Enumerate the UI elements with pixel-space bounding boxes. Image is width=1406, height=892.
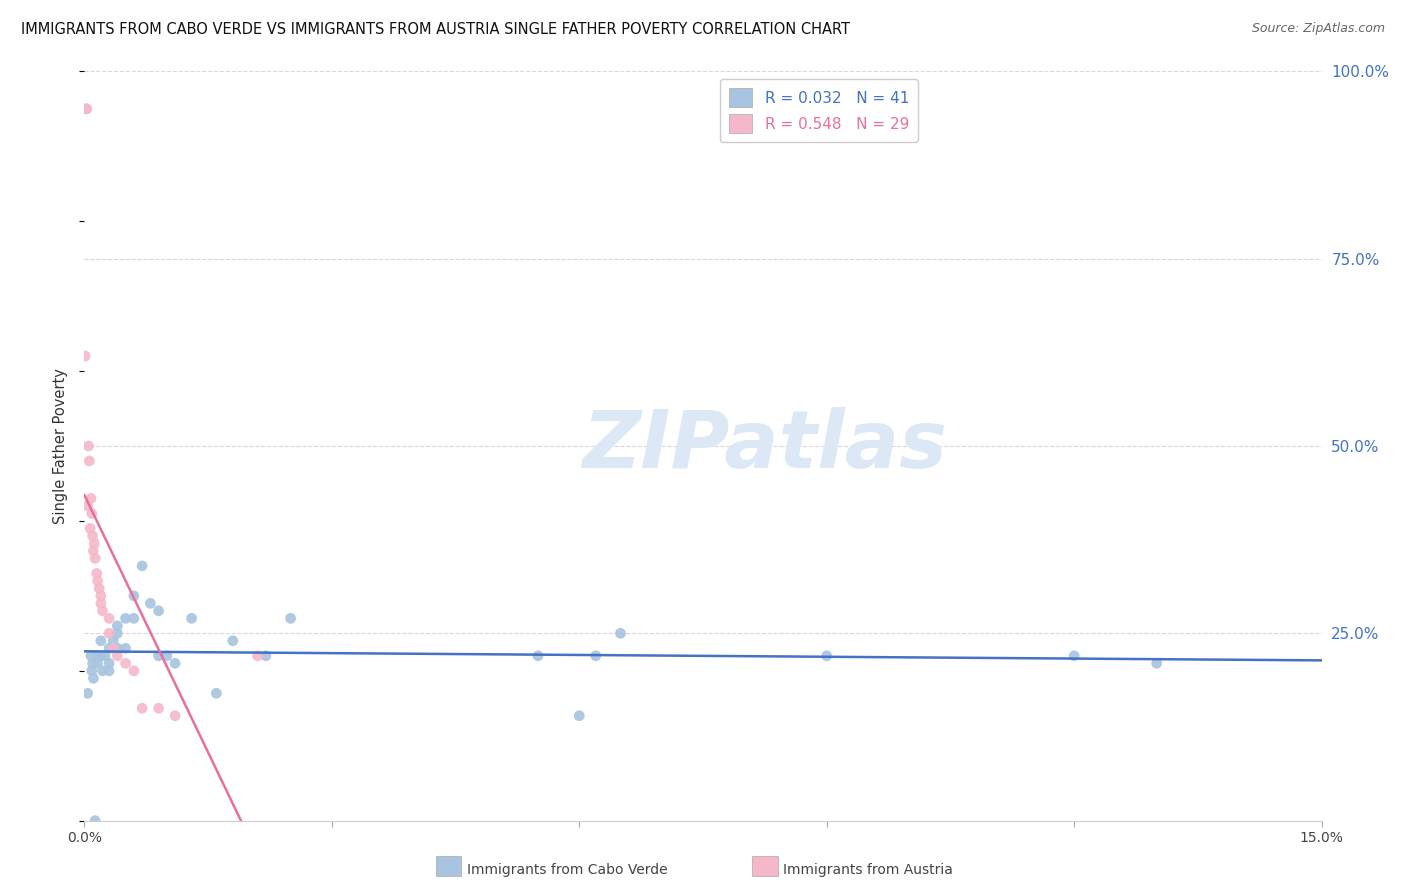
Point: [609, 626, 631, 640]
Point: [79, 454, 101, 468]
Point: [254, 648, 277, 663]
Point: [246, 648, 269, 663]
Point: [98, 641, 121, 656]
Point: [148, 648, 170, 663]
Point: [89, 582, 111, 596]
Point: [205, 686, 228, 700]
Point: [165, 708, 187, 723]
Point: [82, 529, 104, 543]
Point: [103, 641, 125, 656]
Point: [568, 708, 591, 723]
Point: [84, 551, 107, 566]
Point: [80, 507, 103, 521]
Point: [114, 611, 136, 625]
Point: [98, 657, 121, 671]
Point: [80, 648, 103, 663]
Point: [105, 619, 128, 633]
Point: [77, 439, 100, 453]
Point: [90, 596, 112, 610]
Point: [84, 814, 107, 828]
Point: [91, 664, 114, 678]
Point: [527, 648, 550, 663]
Point: [1063, 648, 1085, 663]
Point: [139, 596, 162, 610]
Point: [103, 633, 125, 648]
Y-axis label: Single Father Poverty: Single Father Poverty: [53, 368, 69, 524]
Point: [105, 626, 128, 640]
Point: [94, 648, 117, 663]
Point: [122, 611, 145, 625]
Point: [82, 657, 104, 671]
Point: [148, 604, 170, 618]
Point: [80, 664, 103, 678]
Point: [86, 566, 108, 581]
Point: [156, 648, 179, 663]
Text: Immigrants from Cabo Verde: Immigrants from Cabo Verde: [467, 863, 668, 877]
Point: [1146, 657, 1168, 671]
Point: [131, 558, 153, 573]
Text: Source: ZipAtlas.com: Source: ZipAtlas.com: [1251, 22, 1385, 36]
Point: [131, 701, 153, 715]
Legend: R = 0.032   N = 41, R = 0.548   N = 29: R = 0.032 N = 41, R = 0.548 N = 29: [720, 79, 918, 142]
Point: [105, 648, 128, 663]
Point: [80, 491, 103, 506]
Point: [76, 686, 98, 700]
Point: [114, 657, 136, 671]
Point: [815, 648, 838, 663]
Point: [91, 604, 114, 618]
Point: [122, 589, 145, 603]
Point: [76, 499, 98, 513]
Text: IMMIGRANTS FROM CABO VERDE VS IMMIGRANTS FROM AUSTRIA SINGLE FATHER POVERTY CORR: IMMIGRANTS FROM CABO VERDE VS IMMIGRANTS…: [21, 22, 851, 37]
Point: [280, 611, 302, 625]
Text: ZIPatlas: ZIPatlas: [582, 407, 948, 485]
Text: Immigrants from Austria: Immigrants from Austria: [783, 863, 953, 877]
Point: [75, 102, 97, 116]
Point: [585, 648, 607, 663]
Point: [148, 701, 170, 715]
Point: [98, 664, 121, 678]
Point: [222, 633, 245, 648]
Point: [82, 671, 104, 685]
Point: [105, 641, 128, 656]
Point: [98, 626, 121, 640]
Point: [114, 641, 136, 656]
Point: [180, 611, 202, 625]
Point: [76, 102, 98, 116]
Point: [122, 664, 145, 678]
Point: [82, 544, 104, 558]
Point: [86, 657, 108, 671]
Point: [90, 633, 112, 648]
Point: [90, 589, 112, 603]
Point: [98, 611, 121, 625]
Point: [75, 349, 97, 363]
Point: [83, 536, 105, 550]
Point: [86, 648, 108, 663]
Point: [90, 648, 112, 663]
Point: [86, 574, 108, 588]
Point: [165, 657, 187, 671]
Point: [79, 521, 101, 535]
